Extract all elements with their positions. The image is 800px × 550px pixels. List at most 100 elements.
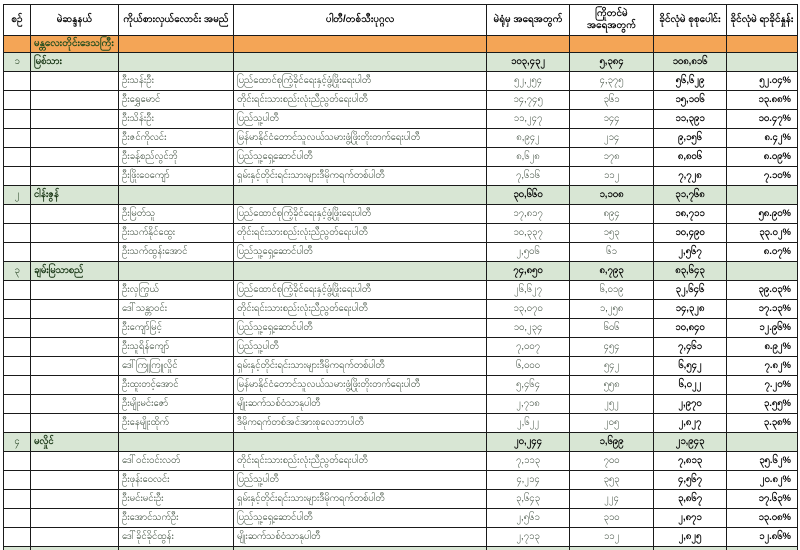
constituency-empty <box>30 527 119 547</box>
advance-votes: ၂၁၄ <box>569 128 654 148</box>
party-name: ရှမ်းနှင့်တိုင်းရင်းသားများဒီမိုကရက်တစ်ပ… <box>233 166 487 186</box>
candidate-row: ဦးခန့်စည်လွင်ဘို ပြည်သူ့ရှေ့ဆောင်ပါတီ ၈,၆၂… <box>3 147 798 167</box>
station-votes: ၂,၇၁၈ <box>486 394 570 414</box>
serial-number: ၁ <box>3 52 31 72</box>
advance-votes: ၁၅၃ <box>569 223 654 243</box>
constituency-empty <box>30 413 119 433</box>
serial-empty <box>3 413 31 433</box>
valid-votes: ၈,၈၀၆ <box>653 147 727 167</box>
constituency-empty <box>30 166 119 186</box>
vote-percent: ၅၂.၀၄% <box>726 71 798 91</box>
party-name: တိုင်းရင်းသားစည်းလုံးညီညွတ်ရေးပါတီ <box>233 90 487 110</box>
candidate-row: ဦးအောင်သက်ဦး ပြည်သူ့ရှေ့ဆောင်ပါတီ ၂,၅၆၁ ၃၁၀… <box>3 508 798 528</box>
party-name: ပြည်သူ့ပါတီ <box>233 337 487 357</box>
valid-votes: ၂,၈၂၇ <box>653 413 727 433</box>
vote-percent: ၃၅.၆၂% <box>726 451 798 471</box>
candidate-row: ဦးသန်းဦး ပြည်ထောင်စုကြံ့ခိုင်ရေးနှင့်ဖွံ့… <box>3 71 798 91</box>
valid-votes: ၁၀,၈၄၀ <box>653 318 727 338</box>
vote-percent: ၇.၁၀% <box>726 166 798 186</box>
election-results-table: စဉ် မဲဆန္ဒနယ် ကိုယ်စားလှယ်လောင်း အမည် ပါ… <box>3 4 798 550</box>
serial-empty <box>3 356 31 376</box>
candidate-name: ဦးမျိုးမင်းဇော် <box>118 394 234 414</box>
serial-empty <box>3 375 31 395</box>
vote-percent: ၁၂.၉၆% <box>726 318 798 338</box>
vote-percent: ၁၂.၈၆% <box>726 527 798 547</box>
vote-percent: ၁၇.၁၃% <box>726 299 798 319</box>
total-percent-empty <box>726 432 798 452</box>
constituency-name: ချမ်းမြသာစည် <box>30 261 119 281</box>
candidate-row: ဒေါ်ကြူကြူလှိုင် ရှမ်းနှင့်တိုင်းရင်းသားမ… <box>3 356 798 376</box>
party-name: တိုင်းရင်းသားစည်းလုံးညီညွတ်ရေးပါတီ <box>233 451 487 471</box>
candidate-name: ဦးရွှေမောင် <box>118 90 234 110</box>
candidate-row: ဦးကျော်မြင့် ပြည်သူ့ရှေ့ဆောင်ပါတီ ၁၀,၂၃၄ ၆၀… <box>3 318 798 338</box>
valid-votes: ၃၂,၆၄၆ <box>653 280 727 300</box>
advance-votes: ၂၅၂ <box>569 394 654 414</box>
serial-empty <box>3 451 31 471</box>
candidate-row: ဦးရွှေမောင် တိုင်းရင်းသားစည်းလုံးညီညွတ်ရေ… <box>3 90 798 110</box>
candidate-name: ဦးသက်ထွန်းအောင် <box>118 242 234 262</box>
total-station-votes: ၁၀၃,၄၃၂ <box>486 52 570 72</box>
serial-empty <box>3 128 31 148</box>
constituency-empty <box>30 508 119 528</box>
candidate-row: ဦးမြတ်သူ ပြည်ထောင်စုကြံ့ခိုင်ရေးနှင့်ဖွံ့… <box>3 204 798 224</box>
candidate-name: ဦးမင်းမင်းဦး <box>118 489 234 509</box>
constituency-empty <box>30 337 119 357</box>
station-votes: ၁၃,၀၇၀ <box>486 299 570 319</box>
candidate-name: ဦးကျော်မြင့် <box>118 318 234 338</box>
station-votes: ၇,၁၁၃ <box>486 451 570 471</box>
valid-votes: ၅၆,၆၂၉ <box>653 71 727 91</box>
serial-empty <box>3 109 31 129</box>
candidate-row: ဒေါ်ခိုင်ခိုင်ထွန်း မျိုးဆက်သစ်ဝံသာနုပါတီ… <box>3 527 798 547</box>
station-votes: ၅၂,၂၅၄ <box>486 71 570 91</box>
station-votes: ၈,၆၂၈ <box>486 147 570 167</box>
party-name-empty <box>233 432 487 452</box>
valid-votes: ၇,၈၁၃ <box>653 451 727 471</box>
serial-number: ၃ <box>3 261 31 281</box>
total-percent-empty <box>726 261 798 281</box>
region-name: မန္တလေးတိုင်းဒေသကြီး <box>30 35 119 53</box>
candidate-name: ဒေါ်ဝင်းဝင်းလတ် <box>118 451 234 471</box>
candidate-row: ဦးထူးတင့်အောင် မြန်မာနိုင်ငံတောင်သူလယ်သမာ… <box>3 375 798 395</box>
candidate-name: ဦးသိန်းဦး <box>118 109 234 129</box>
party-name-empty <box>233 546 487 550</box>
party-name-empty <box>233 261 487 281</box>
station-votes: ၁၀,၂၃၄ <box>486 318 570 338</box>
valid-votes: ၁၁,၃၉၁ <box>653 109 727 129</box>
constituency-total-row: ၅တောင်သာ ၄,၂၄၉၂,၈၃၃၇,၀၈၂ <box>3 546 798 550</box>
candidate-row: ဦးသက်နိုင်ထွေး တိုင်းရင်းသားစည်းလုံးညီညွတ… <box>3 223 798 243</box>
candidate-row: ဦးလှကြွယ် ပြည်ထောင်စုကြံ့ခိုင်ရေးနှင့်ဖွံ… <box>3 280 798 300</box>
candidate-row: ဦးသက်ထွန်းအောင် ပြည်သူ့ရှေ့ဆောင်ပါတီ ၂,၅၀၆… <box>3 242 798 262</box>
region-empty-cell <box>3 35 31 53</box>
candidate-name: ဒေါ်သန္တာဝင်း <box>118 299 234 319</box>
valid-votes: ၁၈,၇၁၁ <box>653 204 727 224</box>
valid-votes: ၁၄,၃၂၈ <box>653 299 727 319</box>
candidate-name: ဦးသက်နိုင်ထွေး <box>118 223 234 243</box>
candidate-name: ဦးသူရိန်ကျော် <box>118 337 234 357</box>
constituency-empty <box>30 375 119 395</box>
advance-votes: ၃၆၁ <box>569 90 654 110</box>
candidate-name: ဦးမြတ်သူ <box>118 204 234 224</box>
advance-votes: ၂၀၅ <box>569 413 654 433</box>
constituency-empty <box>30 451 119 471</box>
party-name: ရှမ်းနှင့်တိုင်းရင်းသားများဒီမိုကရက်တစ်ပ… <box>233 356 487 376</box>
advance-votes: ၁၁၂ <box>569 166 654 186</box>
advance-votes: ၁၇၈ <box>569 147 654 167</box>
vote-percent: ၈.၉၂% <box>726 337 798 357</box>
advance-votes: ၆,၀၁၉ <box>569 280 654 300</box>
valid-votes: ၆,၀၂၂ <box>653 375 727 395</box>
station-votes: ၂,၆၂၂ <box>486 413 570 433</box>
party-name: တိုင်းရင်းသားစည်းလုံးညီညွတ်ရေးပါတီ <box>233 299 487 319</box>
serial-empty <box>3 394 31 414</box>
candidate-row: ဦးဇင်ကိုလင်း မြန်မာနိုင်ငံတောင်သူလယ်သမားဖ… <box>3 128 798 148</box>
advance-votes: ၄,၃၇၅ <box>569 71 654 91</box>
party-name: ပြည်သူ့ပါတီ <box>233 109 487 129</box>
serial-empty <box>3 147 31 167</box>
total-advance-votes: ၂,၈၃၃ <box>569 546 654 550</box>
advance-votes: ၄၅၄ <box>569 337 654 357</box>
constituency-empty <box>30 242 119 262</box>
constituency-name: တောင်သာ <box>30 546 119 550</box>
station-votes: ၂၆,၆၂၇ <box>486 280 570 300</box>
vote-percent: ၇.၂၀% <box>726 375 798 395</box>
total-valid-votes: ၇,၀၈၂ <box>653 546 727 550</box>
total-advance-votes: ၁,၆၉၉ <box>569 432 654 452</box>
